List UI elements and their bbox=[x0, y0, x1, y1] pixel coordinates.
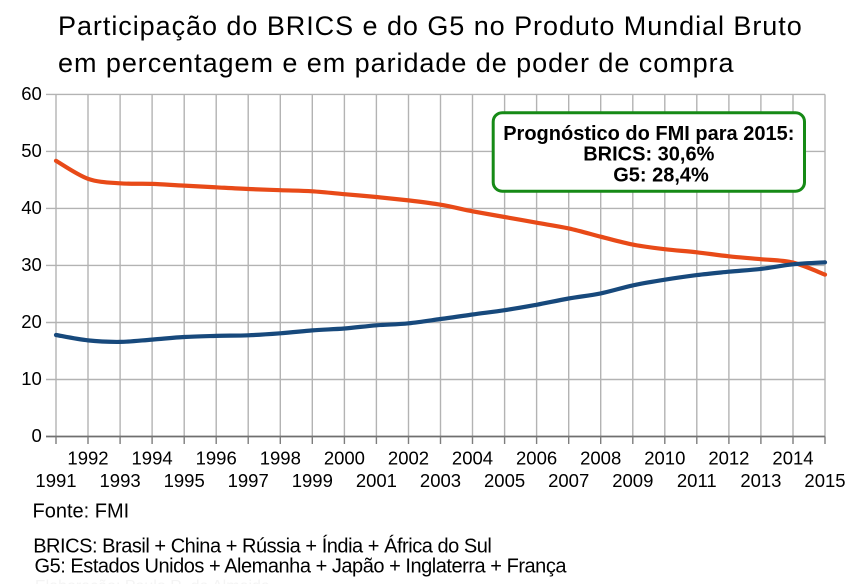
svg-text:Participação do BRICS e do G5: Participação do BRICS e do G5 no Produto… bbox=[58, 11, 803, 41]
svg-text:BRICS: Brasil + China + Rússia: BRICS: Brasil + China + Rússia + Índia +… bbox=[33, 534, 491, 557]
svg-text:2012: 2012 bbox=[708, 448, 749, 469]
svg-text:1997: 1997 bbox=[228, 470, 269, 491]
svg-text:0: 0 bbox=[32, 425, 42, 446]
svg-text:BRICS: 30,6%: BRICS: 30,6% bbox=[583, 144, 714, 166]
svg-text:2003: 2003 bbox=[420, 470, 461, 491]
svg-text:2004: 2004 bbox=[452, 448, 493, 469]
svg-text:1999: 1999 bbox=[292, 470, 333, 491]
svg-text:1998: 1998 bbox=[260, 448, 301, 469]
svg-text:Prognóstico do FMI para 2015:: Prognóstico do FMI para 2015: bbox=[503, 123, 794, 145]
svg-text:G5: 28,4%: G5: 28,4% bbox=[613, 165, 709, 187]
svg-text:2015: 2015 bbox=[804, 470, 845, 491]
svg-text:2000: 2000 bbox=[324, 448, 365, 469]
svg-text:2011: 2011 bbox=[677, 470, 717, 491]
svg-text:40: 40 bbox=[21, 197, 42, 218]
svg-text:2006: 2006 bbox=[516, 448, 557, 469]
svg-text:10: 10 bbox=[21, 368, 42, 389]
svg-text:50: 50 bbox=[21, 140, 42, 161]
svg-text:1995: 1995 bbox=[164, 470, 205, 491]
svg-text:2010: 2010 bbox=[644, 448, 685, 469]
svg-text:2002: 2002 bbox=[388, 448, 429, 469]
svg-text:Fonte: FMI: Fonte: FMI bbox=[33, 501, 130, 523]
svg-text:em percentagem e em paridade d: em percentagem e em paridade de poder de… bbox=[58, 48, 735, 78]
svg-text:Elaboração: Paulo R. de Almeid: Elaboração: Paulo R. de Almeida bbox=[35, 578, 270, 584]
svg-text:2005: 2005 bbox=[484, 470, 525, 491]
svg-text:2009: 2009 bbox=[612, 470, 653, 491]
svg-text:2013: 2013 bbox=[740, 470, 781, 491]
svg-text:2008: 2008 bbox=[580, 448, 621, 469]
svg-text:2014: 2014 bbox=[772, 448, 813, 469]
svg-text:2007: 2007 bbox=[548, 470, 589, 491]
svg-text:1993: 1993 bbox=[100, 470, 141, 491]
svg-text:1996: 1996 bbox=[196, 448, 237, 469]
svg-text:G5: Estados Unidos + Alemanha: G5: Estados Unidos + Alemanha + Japão + … bbox=[35, 555, 568, 577]
svg-text:20: 20 bbox=[21, 311, 42, 332]
svg-text:1994: 1994 bbox=[132, 448, 173, 469]
svg-text:1992: 1992 bbox=[67, 448, 108, 469]
svg-text:1991: 1991 bbox=[35, 470, 76, 491]
svg-text:30: 30 bbox=[21, 254, 42, 275]
svg-text:60: 60 bbox=[21, 83, 42, 104]
svg-text:2001: 2001 bbox=[356, 470, 397, 491]
